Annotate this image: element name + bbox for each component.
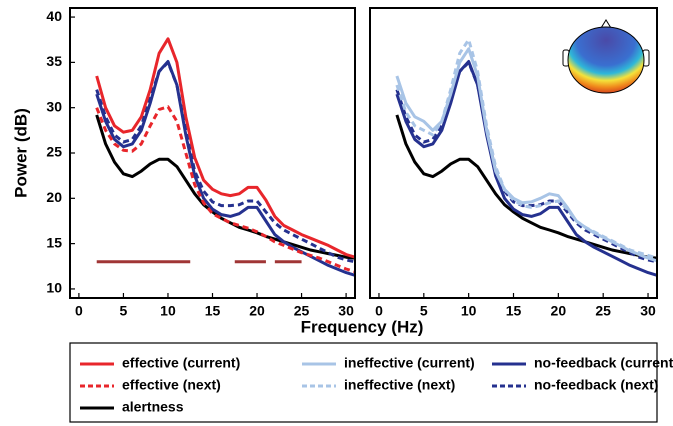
y-tick-label: 25	[46, 144, 62, 160]
line-series	[395, 60, 658, 277]
line-series	[95, 60, 356, 264]
legend-label: alertness	[122, 399, 184, 415]
legend-label: no-feedback (next)	[534, 377, 658, 393]
x-tick-label: 15	[506, 303, 522, 319]
x-tick-label: 20	[249, 303, 265, 319]
x-tick-label: 25	[294, 303, 310, 319]
legend-label: effective (current)	[122, 355, 240, 371]
y-tick-label: 15	[46, 234, 62, 250]
plot-frame	[369, 7, 658, 299]
line-series	[395, 114, 658, 260]
x-tick-label: 5	[120, 303, 128, 319]
y-tick-label: 10	[46, 280, 62, 296]
line-series	[395, 47, 658, 263]
line-series	[395, 60, 658, 264]
legend-label: ineffective (next)	[344, 377, 455, 393]
x-tick-label: 15	[205, 303, 221, 319]
y-tick-label: 30	[46, 98, 62, 114]
head-topomap	[562, 19, 650, 94]
y-axis-label: Power (dB)	[11, 108, 30, 198]
legend-label: ineffective (current)	[344, 355, 475, 371]
x-tick-label: 30	[640, 303, 656, 319]
x-axis-label: Frequency (Hz)	[301, 317, 424, 336]
line-series	[95, 105, 356, 274]
legend-box	[69, 342, 658, 423]
y-tick-label: 35	[46, 53, 62, 69]
x-tick-label: 0	[375, 303, 383, 319]
legend-label: no-feedback (current)	[534, 355, 673, 371]
x-tick-label: 20	[551, 303, 567, 319]
line-series	[95, 60, 356, 277]
x-tick-label: 10	[461, 303, 477, 319]
y-tick-label: 40	[46, 8, 62, 24]
plot-frame	[69, 7, 356, 299]
y-tick-label: 20	[46, 189, 62, 205]
x-tick-label: 10	[160, 303, 176, 319]
x-tick-label: 5	[420, 303, 428, 319]
x-tick-label: 0	[75, 303, 83, 319]
line-series	[95, 37, 356, 259]
x-tick-label: 25	[595, 303, 611, 319]
x-tick-label: 30	[338, 303, 354, 319]
legend-label: effective (next)	[122, 377, 221, 393]
